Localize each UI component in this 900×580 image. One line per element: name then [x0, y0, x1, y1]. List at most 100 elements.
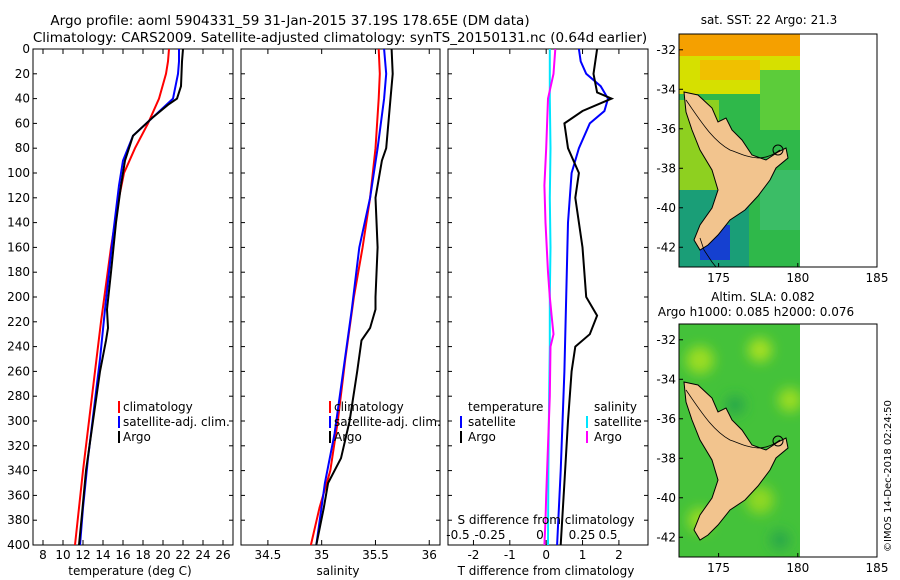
map-y-tick-label: -42	[656, 530, 676, 544]
new-zealand-land	[683, 381, 789, 541]
x-tick-label: 26	[215, 548, 230, 562]
temperature-xlabel: temperature (deg C)	[68, 564, 191, 578]
x-tick-label: 8	[39, 548, 47, 562]
y-tick-label: 80	[15, 141, 30, 155]
y-tick-label: 260	[7, 364, 30, 378]
y-tick-label: 40	[15, 92, 30, 106]
imos-stamp-text: ©IMOS 14-Dec-2018 02:24:50	[883, 400, 894, 552]
map-x-tick-label: 185	[866, 561, 889, 575]
sst-field-hot	[679, 34, 800, 56]
sla-map-subtitle: Argo h1000: 0.085 h2000: 0.076	[658, 305, 854, 319]
y-tick-label: 200	[7, 290, 30, 304]
map-y-tick-label: -36	[656, 122, 676, 136]
salinity-plot-area	[309, 49, 394, 545]
legend-label-t-satellite: satellite	[468, 415, 516, 429]
y-tick-label: 20	[15, 67, 30, 81]
x-tick-label: 10	[55, 548, 70, 562]
sst-map-area	[679, 34, 877, 267]
map-y-tick-label: -40	[656, 491, 676, 505]
x-tick-label: 34.5	[255, 548, 282, 562]
new-zealand-land	[683, 91, 789, 251]
x-tick-label: 16	[115, 548, 130, 562]
map-ticks: 175 180 185 -32 -34 -36 -38 -40 -42 175 180 185 -32 -…	[656, 43, 888, 575]
bathymetry-contour	[685, 99, 781, 159]
sst-field-patch	[760, 70, 800, 130]
x-tick-label: -1	[504, 548, 516, 562]
y-tick-label: 60	[15, 116, 30, 130]
y-tick-label: 0	[22, 42, 30, 56]
series-line-satellite-adj-clim-	[315, 49, 388, 545]
y-tick-label: 160	[7, 240, 30, 254]
x-tick-label: 22	[175, 548, 190, 562]
series-line-argo	[315, 49, 394, 545]
difference-xlabel: T difference from climatology	[457, 564, 635, 578]
map-y-tick-label: -32	[656, 43, 676, 57]
legend-label-satellite: satellite-adj. clim.	[123, 415, 230, 429]
legend-label-t-argo: Argo	[468, 430, 496, 444]
x-tick-label: 35.5	[362, 548, 389, 562]
sla-blob	[746, 486, 774, 514]
map-x-tick-label: 185	[866, 271, 889, 285]
y-tick-label: 340	[7, 464, 30, 478]
legend-label-s-satellite: satellite	[594, 415, 642, 429]
x-top-tick-label: 0	[536, 528, 544, 542]
sst-map-title: sat. SST: 22 Argo: 21.3	[701, 13, 838, 27]
sla-blob	[725, 395, 745, 415]
y-tick-label: 100	[7, 166, 30, 180]
map-y-tick-label: -42	[656, 240, 676, 254]
map-y-tick-label: -40	[656, 201, 676, 215]
sla-blob	[778, 388, 802, 412]
imos-stamp: ©IMOS 14-Dec-2018 02:24:50	[880, 372, 894, 552]
sla-map-area	[679, 324, 877, 557]
series-line-satellite-adj-clim-	[79, 49, 180, 545]
x-tick-label: 2	[615, 548, 623, 562]
x-tick-label: 18	[135, 548, 150, 562]
difference-xlabel-top: S difference from climatology	[458, 513, 635, 527]
temperature-axes	[32, 48, 234, 546]
title-line-2: Climatology: CARS2009. Satellite-adjuste…	[33, 30, 647, 46]
legend-label-climatology: climatology	[334, 400, 404, 414]
argo-position-marker	[772, 435, 784, 447]
y-tick-label: 120	[7, 191, 30, 205]
series-line-t-satellite	[556, 49, 610, 545]
difference-legend: temperature satellite Argo salinity sate…	[460, 400, 642, 444]
map-x-tick-label: 175	[707, 271, 730, 285]
map-y-tick-label: -38	[656, 451, 676, 465]
legend-title-temperature: temperature	[468, 400, 543, 414]
legend-label-satellite: satellite-adj. clim.	[334, 415, 441, 429]
bathymetry-contour	[685, 389, 781, 449]
x-top-tick-label: 0.5	[598, 528, 617, 542]
y-tick-label: 240	[7, 340, 30, 354]
sla-blob	[770, 530, 790, 550]
map-y-tick-label: -34	[656, 82, 676, 96]
series-line-s-argo	[543, 49, 557, 545]
series-line-argo	[78, 49, 184, 545]
legend-label-climatology: climatology	[123, 400, 193, 414]
x-top-tick-label: 0.25	[569, 528, 596, 542]
sla-blob	[686, 346, 714, 374]
y-tick-label: 220	[7, 315, 30, 329]
argo-position-marker	[772, 144, 784, 156]
x-tick-label: 12	[75, 548, 90, 562]
map-y-tick-label: -36	[656, 412, 676, 426]
y-tick-label: 360	[7, 488, 30, 502]
y-tick-label: 140	[7, 216, 30, 230]
axis-ticks: 8 10 12 14 16 18 20 22 24 26020406080100120140160…	[7, 42, 648, 562]
temperature-legend: climatology satellite-adj. clim. Argo	[118, 400, 230, 444]
map-y-tick-label: -34	[656, 372, 676, 386]
salinity-axes	[240, 48, 441, 546]
salinity-legend: climatology satellite-adj. clim. Argo	[329, 400, 441, 444]
y-tick-label: 320	[7, 439, 30, 453]
series-line-climatology	[309, 49, 381, 545]
sla-map-axes	[678, 323, 878, 558]
sst-field-patch	[700, 60, 760, 80]
x-tick-label: 20	[155, 548, 170, 562]
y-tick-label: 300	[7, 414, 30, 428]
x-tick-label: 1	[579, 548, 587, 562]
x-tick-label: 24	[195, 548, 210, 562]
y-tick-label: 280	[7, 389, 30, 403]
y-tick-label: 180	[7, 265, 30, 279]
legend-label-argo: Argo	[123, 430, 151, 444]
temperature-plot-area	[74, 49, 184, 545]
